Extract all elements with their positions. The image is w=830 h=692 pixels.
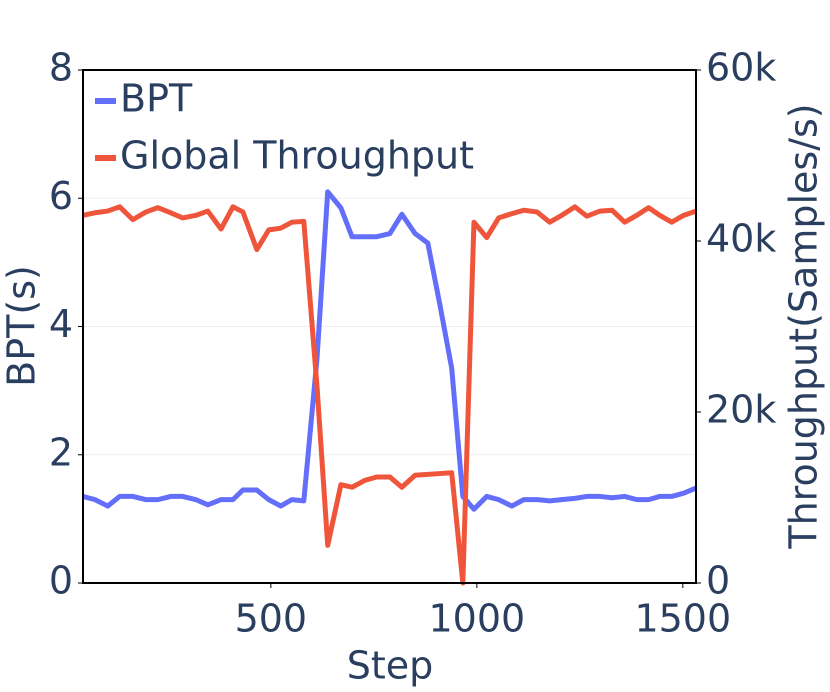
x-tick-label: 1500 bbox=[634, 597, 731, 641]
x-tick-label: 500 bbox=[235, 597, 308, 641]
legend-label: BPT bbox=[120, 77, 193, 121]
y-tick-label: 8 bbox=[49, 46, 73, 90]
y-tick-label: 0 bbox=[49, 559, 73, 603]
y2-tick-label: 20k bbox=[706, 388, 776, 432]
series-line bbox=[82, 189, 697, 512]
x-axis-label: Step bbox=[347, 644, 434, 688]
y-axis-label: BPT(s) bbox=[0, 265, 44, 387]
y2-axis-label: Throughput(Samples/s) bbox=[782, 103, 826, 549]
x-tick-label: 1000 bbox=[428, 597, 525, 641]
y2-tick-label: 0 bbox=[706, 559, 730, 603]
y-tick-label: 4 bbox=[49, 302, 73, 346]
legend-label: Global Throughput bbox=[120, 134, 474, 178]
series-line bbox=[82, 204, 697, 586]
y2-tick-label: 40k bbox=[706, 217, 776, 261]
y-tick-label: 6 bbox=[49, 174, 73, 218]
plot-frame bbox=[82, 69, 697, 584]
y-tick-label: 2 bbox=[49, 430, 73, 474]
y2-tick-label: 60k bbox=[706, 46, 776, 90]
